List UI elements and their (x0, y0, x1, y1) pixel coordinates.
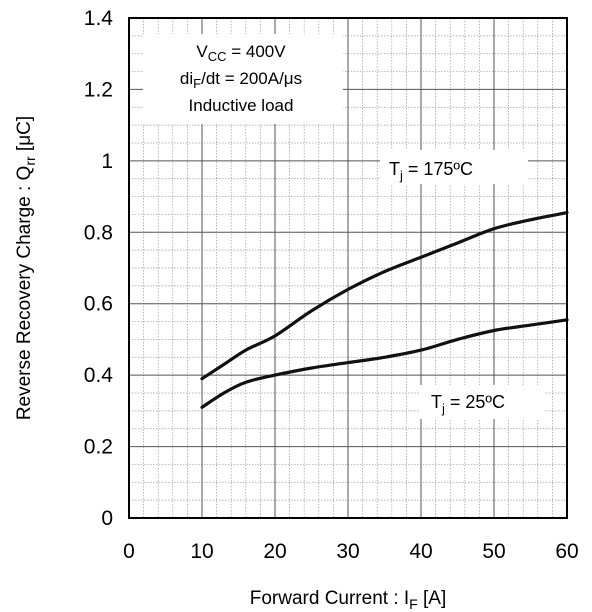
x-tick-label: 10 (190, 540, 213, 563)
condition-di-dt: diF/dt = 200A/μs (180, 69, 302, 91)
y-axis-label: Reverse Recovery Charge : Qrr [μC] (14, 116, 38, 420)
conditions-box (143, 34, 343, 124)
y-tick-label: 0.8 (84, 221, 113, 244)
y-axis-label-text: Reverse Recovery Charge : Q (14, 166, 35, 421)
y-tick-label: 0.2 (84, 436, 113, 459)
tj-value: = 25ºC (445, 392, 505, 412)
vcc-symbol: V (196, 42, 208, 61)
x-axis-label-text: Forward Current : I (250, 588, 409, 609)
tj-value: = 175ºC (403, 159, 473, 179)
condition-vcc: VCC = 400V (196, 42, 286, 64)
vcc-subscript: CC (208, 49, 227, 64)
x-axis-label: Forward Current : IF [A] (250, 588, 447, 612)
tick-labels: 0 10 20 30 40 50 60 0 0.2 0.4 0.6 0.8 1 1.2 1.4 (84, 7, 579, 563)
tj-symbol: T (389, 159, 400, 179)
y-tick-label: 1.2 (84, 78, 113, 101)
tj-symbol: T (431, 392, 442, 412)
series-label-25: Tj = 25ºC (431, 392, 505, 416)
y-tick-label: 0.6 (84, 293, 113, 316)
x-tick-label: 60 (555, 540, 578, 563)
y-axis-label-unit: [μC] (14, 116, 35, 157)
x-tick-label: 30 (336, 540, 359, 563)
y-axis-label-subscript: rr (22, 156, 38, 166)
x-axis-label-unit: [A] (418, 588, 447, 609)
x-axis-label-subscript: F (409, 596, 418, 612)
y-tick-label: 0.4 (84, 364, 114, 387)
x-tick-label: 20 (263, 540, 286, 563)
di-value: /dt = 200A/μs (201, 69, 302, 88)
y-tick-label: 1 (101, 150, 113, 173)
x-tick-label: 50 (482, 540, 505, 563)
plot-frame (128, 17, 568, 519)
x-tick-label: 40 (409, 540, 432, 563)
di-symbol: di (180, 69, 193, 88)
series-label-box-175 (380, 150, 528, 184)
y-tick-label: 0 (101, 507, 113, 530)
tj-subscript: j (441, 401, 445, 416)
di-subscript: F (193, 76, 201, 91)
y-tick-label: 1.4 (84, 7, 114, 30)
series-line-tj-25c (200, 318, 569, 409)
series-layer (200, 211, 569, 409)
x-tick-label: 0 (123, 540, 135, 563)
vcc-value: = 400V (227, 42, 287, 61)
series-label-175: Tj = 175ºC (389, 159, 473, 183)
condition-load: Inductive load (189, 96, 294, 115)
tj-subscript: j (399, 168, 403, 183)
series-label-box-25 (420, 385, 544, 419)
series-line-tj-175c (200, 211, 569, 381)
